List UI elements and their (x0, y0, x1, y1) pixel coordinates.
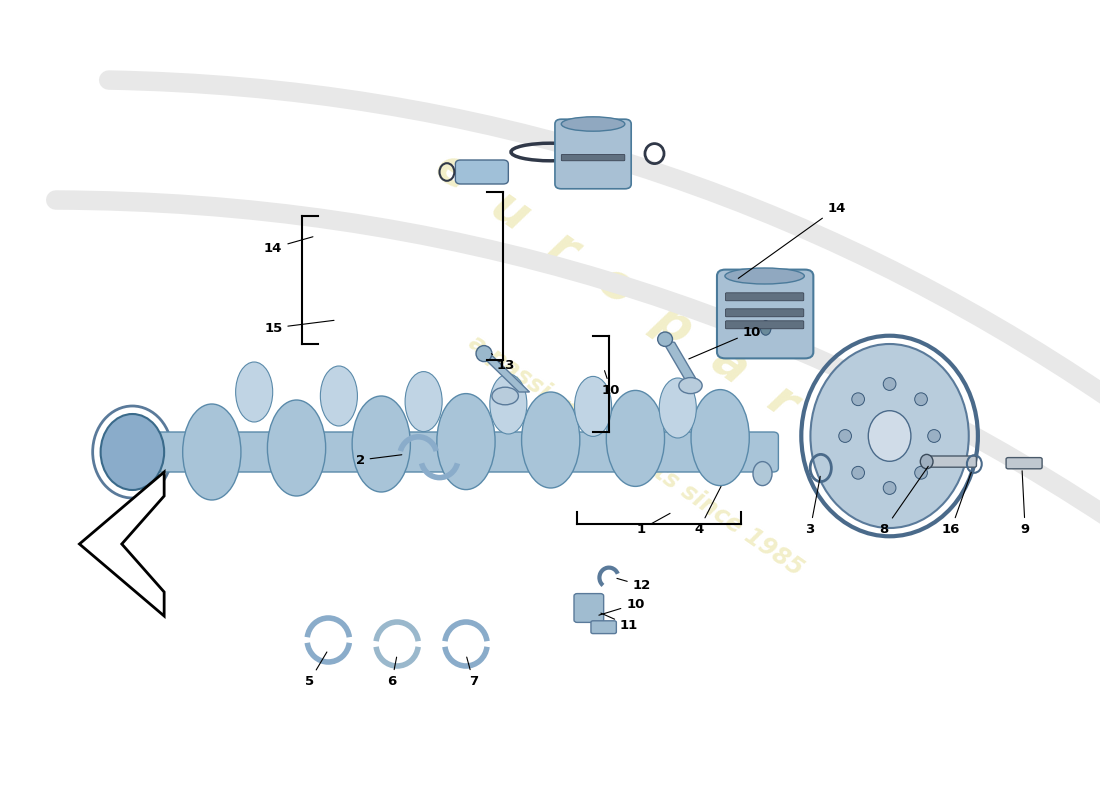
Text: 10: 10 (689, 326, 761, 359)
FancyBboxPatch shape (924, 456, 977, 467)
Text: 14: 14 (264, 237, 312, 254)
FancyBboxPatch shape (554, 119, 631, 189)
Ellipse shape (691, 390, 749, 486)
Ellipse shape (760, 321, 771, 335)
Text: 10: 10 (598, 598, 645, 615)
Ellipse shape (490, 374, 527, 434)
Text: 2: 2 (355, 454, 402, 466)
Ellipse shape (868, 410, 911, 462)
Polygon shape (79, 472, 164, 616)
Ellipse shape (883, 378, 895, 390)
FancyBboxPatch shape (725, 293, 804, 301)
Text: 16: 16 (942, 472, 971, 536)
Ellipse shape (659, 378, 696, 438)
Ellipse shape (235, 362, 273, 422)
Text: 7: 7 (466, 657, 478, 688)
Ellipse shape (883, 482, 895, 494)
Ellipse shape (679, 378, 702, 394)
Text: e  u  r  o  p  a  r  t  s: e u r o p a r t s (427, 142, 908, 498)
Ellipse shape (352, 396, 410, 492)
Ellipse shape (915, 466, 927, 479)
FancyBboxPatch shape (717, 270, 813, 358)
Text: 6: 6 (387, 657, 397, 688)
Ellipse shape (183, 404, 241, 500)
Text: 3: 3 (805, 476, 821, 536)
Ellipse shape (927, 430, 940, 442)
Ellipse shape (561, 117, 625, 131)
Text: 11: 11 (601, 613, 638, 632)
Text: 12: 12 (617, 578, 651, 592)
Ellipse shape (658, 332, 672, 346)
Ellipse shape (492, 387, 518, 405)
Polygon shape (482, 356, 529, 392)
Text: 1: 1 (636, 514, 670, 536)
FancyBboxPatch shape (455, 160, 508, 184)
Ellipse shape (851, 393, 865, 406)
Ellipse shape (100, 414, 164, 490)
Ellipse shape (476, 346, 492, 362)
Text: 4: 4 (694, 486, 720, 536)
FancyBboxPatch shape (561, 154, 625, 161)
Ellipse shape (851, 466, 865, 479)
Ellipse shape (921, 454, 933, 469)
Ellipse shape (915, 393, 927, 406)
Ellipse shape (320, 366, 358, 426)
FancyBboxPatch shape (1006, 458, 1042, 469)
Ellipse shape (725, 268, 804, 284)
Text: a passion for parts since 1985: a passion for parts since 1985 (463, 330, 807, 582)
Polygon shape (662, 340, 698, 384)
Ellipse shape (521, 392, 580, 488)
FancyBboxPatch shape (725, 309, 804, 317)
Text: 9: 9 (1021, 470, 1030, 536)
FancyBboxPatch shape (132, 432, 779, 472)
FancyBboxPatch shape (591, 621, 616, 634)
Text: 15: 15 (264, 320, 334, 334)
Ellipse shape (606, 390, 664, 486)
Ellipse shape (574, 376, 612, 437)
Ellipse shape (754, 462, 772, 486)
Text: 8: 8 (880, 466, 928, 536)
Ellipse shape (267, 400, 326, 496)
Ellipse shape (405, 371, 442, 432)
FancyBboxPatch shape (725, 321, 804, 329)
Text: 14: 14 (738, 202, 846, 278)
Text: 10: 10 (602, 370, 620, 397)
Ellipse shape (811, 344, 969, 528)
Text: 5: 5 (305, 652, 327, 688)
Ellipse shape (839, 430, 851, 442)
Text: 13: 13 (492, 354, 516, 372)
Ellipse shape (437, 394, 495, 490)
FancyBboxPatch shape (574, 594, 604, 622)
